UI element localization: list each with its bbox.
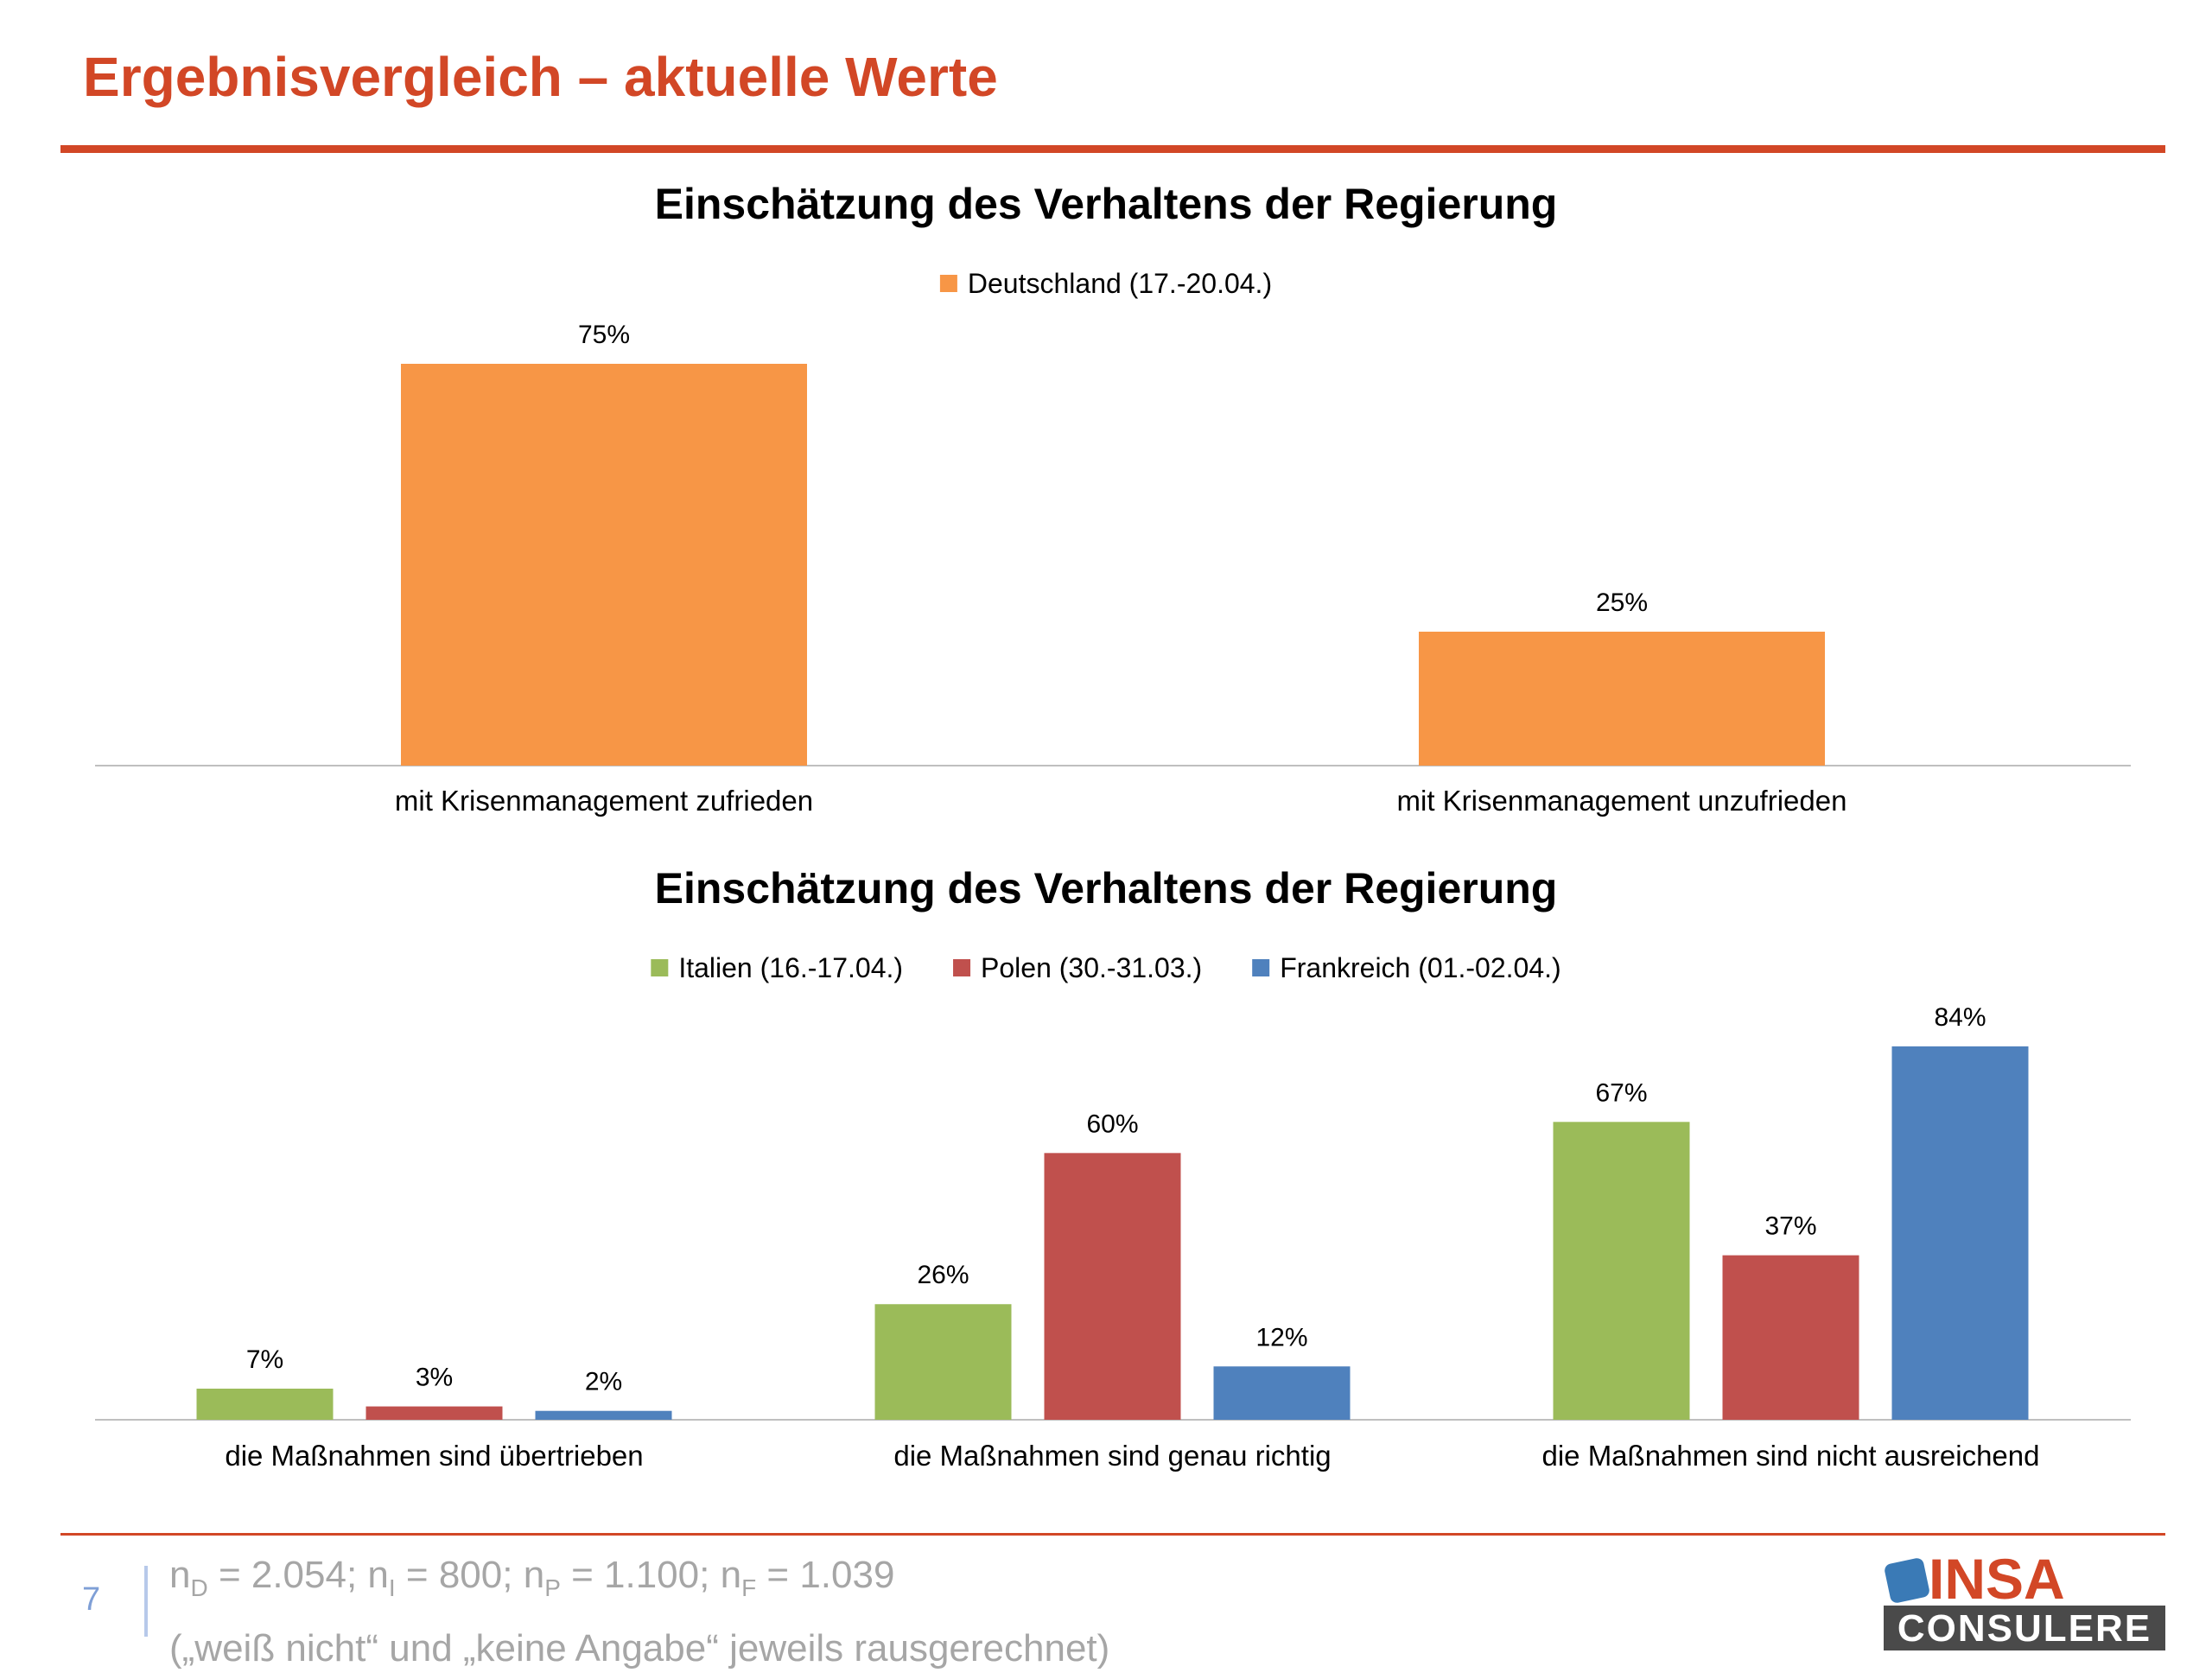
chart2-bar-0-2 (535, 1410, 672, 1420)
chart1-title: Einschätzung des Verhaltens der Regierun… (655, 180, 1558, 228)
chart1-bar-1-0 (1419, 632, 1825, 766)
chart-government-assessment-germany: Einschätzung des Verhaltens der Regierun… (0, 164, 2212, 821)
chart2-legend-swatch-1 (953, 959, 971, 976)
chart2-data-label-2-1: 37% (1764, 1212, 1816, 1241)
chart2-bar-1-2 (1213, 1366, 1351, 1420)
chart2-bar-1-0 (874, 1304, 1012, 1420)
insa-consulere-logo: INSA CONSULERE (1884, 1547, 2165, 1650)
chart2-bar-0-1 (365, 1406, 503, 1420)
chart2-legend-swatch-2 (1252, 959, 1270, 976)
page-number-divider (144, 1566, 148, 1637)
chart2-title: Einschätzung des Verhaltens der Regierun… (655, 864, 1558, 913)
chart1-bar-0-0 (401, 364, 807, 766)
exclusion-note: („weiß nicht“ und „keine Angabe“ jeweils… (169, 1626, 1110, 1669)
chart2-category-label-0: die Maßnahmen sind übertrieben (225, 1440, 643, 1472)
chart1-category-label-1: mit Krisenmanagement unzufrieden (1397, 785, 1847, 817)
chart2-legend-swatch-0 (651, 959, 669, 976)
chart1-data-label-1-0: 25% (1596, 588, 1648, 617)
logo-insa-text: INSA (1929, 1547, 2065, 1611)
chart2-category-label-2: die Maßnahmen sind nicht ausreichend (1541, 1440, 2039, 1472)
chart2-legend-label-0: Italien (16.-17.04.) (678, 952, 903, 983)
chart2-bar-2-2 (1891, 1046, 2029, 1420)
footer-divider (60, 1533, 2165, 1536)
chart2-bar-0-0 (196, 1388, 334, 1420)
chart2-data-label-2-0: 67% (1595, 1078, 1647, 1107)
chart1-legend-swatch-0 (939, 275, 957, 292)
chart1-data-label-0-0: 75% (578, 321, 630, 349)
chart2-data-label-0-2: 2% (585, 1368, 622, 1396)
title-divider (60, 145, 2165, 153)
sample-sizes: nD = 2.054; nI = 800; nP = 1.100; nF = 1… (169, 1554, 895, 1601)
chart2-data-label-2-2: 84% (1934, 1003, 1986, 1032)
chart2-data-label-0-1: 3% (416, 1364, 453, 1392)
chart2-data-label-1-0: 26% (917, 1261, 969, 1289)
chart2-bar-1-1 (1044, 1153, 1181, 1420)
chart1-svg: Einschätzung des Verhaltens der Regierun… (95, 180, 2131, 817)
logo-mark-icon (1885, 1558, 1929, 1603)
logo-bottom-bar (1884, 1606, 2165, 1650)
chart1-category-label-0: mit Krisenmanagement zufrieden (395, 785, 813, 817)
chart2-data-label-1-2: 12% (1255, 1323, 1307, 1351)
chart2-data-label-1-1: 60% (1086, 1110, 1138, 1138)
chart2-bar-2-1 (1722, 1255, 1859, 1420)
chart2-legend-label-1: Polen (30.-31.03.) (981, 952, 1202, 983)
chart2-data-label-0-0: 7% (246, 1345, 283, 1374)
chart2-svg: Einschätzung des Verhaltens der Regierun… (95, 864, 2131, 1472)
chart2-legend-label-2: Frankreich (01.-02.04.) (1280, 952, 1560, 983)
page-title: Ergebnisvergleich – aktuelle Werte (83, 46, 998, 108)
chart2-category-label-1: die Maßnahmen sind genau richtig (893, 1440, 1331, 1472)
chart-government-assessment-comparison: Einschätzung des Verhaltens der Regierun… (0, 847, 2212, 1504)
chart2-bar-2-0 (1553, 1122, 1690, 1420)
chart1-legend-label-0: Deutschland (17.-20.04.) (968, 268, 1272, 299)
logo-consulere-text: CONSULERE (1897, 1607, 2152, 1650)
page-number: 7 (82, 1581, 101, 1618)
